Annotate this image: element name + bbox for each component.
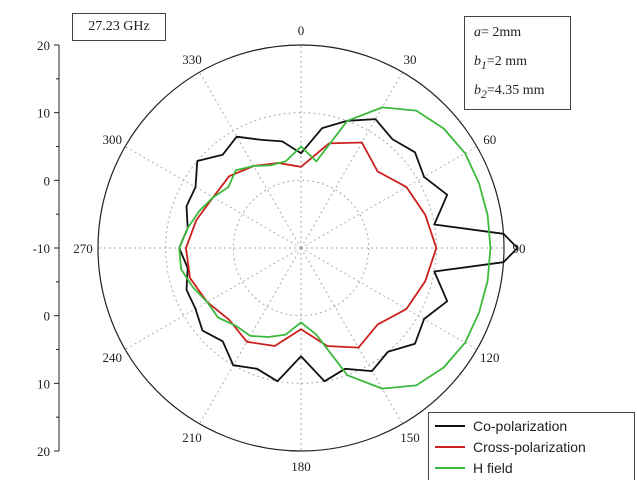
frequency-label: 27.23 GHz [88,19,150,34]
grid-spoke [300,71,403,249]
frequency-label-box: 27.23 GHz [72,13,166,41]
parameter-box: a= 2mm b1=2 mm b2=4.35 mm [464,16,571,110]
angle-label-90: 90 [513,241,526,256]
angle-label-30: 30 [404,52,417,67]
grid-spoke [199,71,302,249]
param-b2: b2=4.35 mm [474,83,545,101]
angle-label-270: 270 [73,241,93,256]
series-h [178,106,492,390]
angle-label-210: 210 [182,430,202,445]
param-a: a= 2mm [474,25,522,40]
polar-grid [97,44,505,452]
legend-swatch-h [435,467,465,469]
radial-tick-label: 20 [37,38,50,53]
grid-ring [232,179,370,317]
series-co [178,118,519,383]
legend-swatch-co [435,425,465,427]
legend-label-h: H field [473,460,513,476]
series-layer [178,106,519,390]
angle-label-180: 180 [291,459,311,474]
legend-label-co: Co-polarization [473,418,568,434]
angle-label-240: 240 [102,350,122,365]
radial-tick-label: 10 [37,106,50,121]
angle-label-120: 120 [480,350,500,365]
legend-item-cross: Cross-polarization [435,437,586,457]
grid-spoke [300,247,403,425]
angle-label-60: 60 [483,132,496,147]
outer-circle [97,44,505,452]
param-b1: b1=2 mm [474,54,528,72]
grid-spoke [300,146,478,249]
radial-tick-label: 20 [37,444,50,459]
angle-labels: 0 30 60 90 120 150 180 210 240 270 300 330 [73,23,525,474]
angle-label-300: 300 [102,132,122,147]
radial-tick-label: 10 [37,376,50,391]
grid-spoke [124,247,302,350]
angle-label-150: 150 [400,430,420,445]
angle-label-0: 0 [298,23,305,38]
legend-swatch-cross [435,446,465,448]
radial-tick-label: 0 [44,309,51,324]
grid-spoke [300,247,478,350]
legend-item-co: Co-polarization [435,416,567,436]
angle-label-330: 330 [182,52,202,67]
legend-item-h: H field [435,458,513,478]
legend: Co-polarization Cross-polarization H fie… [428,412,635,480]
radial-tick-label: -10 [33,241,50,256]
radial-tick-label: 0 [44,173,51,188]
radial-axis: 20 10 0 -10 0 10 20 [33,38,60,459]
series-cross [185,141,438,349]
legend-label-cross: Cross-polarization [473,439,586,455]
